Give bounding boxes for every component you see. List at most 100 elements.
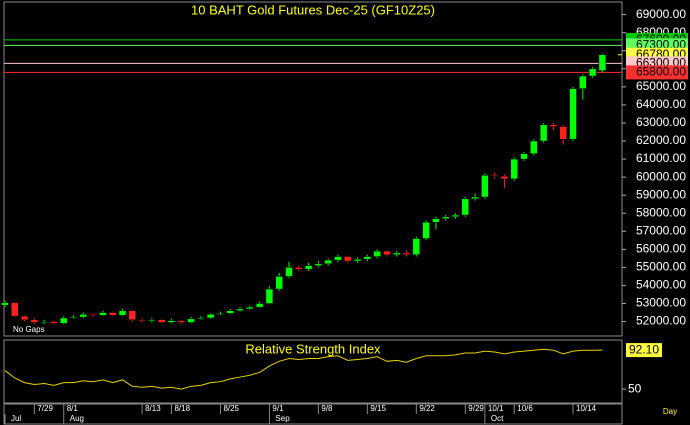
x-tick-label: 7/29 bbox=[37, 404, 53, 413]
candle-body bbox=[461, 198, 470, 216]
candle-body bbox=[510, 158, 519, 180]
x-tick-label: 9/8 bbox=[321, 404, 333, 413]
month-label: Jul bbox=[11, 414, 21, 423]
candle-body bbox=[530, 140, 538, 154]
candle-body bbox=[30, 319, 39, 323]
x-tick-label: 10/14 bbox=[576, 404, 597, 413]
price-panel bbox=[3, 1, 623, 337]
x-tick-label: 10/1 bbox=[488, 404, 504, 413]
candle-body bbox=[89, 314, 97, 316]
candle-body bbox=[197, 317, 205, 320]
candle-body bbox=[344, 256, 352, 262]
candle-body bbox=[187, 318, 195, 323]
y-tick-label: 55000.00 bbox=[636, 260, 686, 274]
candle-body bbox=[412, 238, 421, 256]
candle-body bbox=[206, 314, 215, 319]
y-tick-label: 57000.00 bbox=[636, 223, 686, 237]
candle-body bbox=[324, 259, 332, 265]
candle-body bbox=[500, 175, 509, 180]
candle-body bbox=[363, 256, 372, 260]
candle-body bbox=[569, 88, 577, 140]
candle-body bbox=[59, 317, 68, 324]
candle-body bbox=[304, 265, 313, 270]
candle-body bbox=[579, 75, 587, 89]
candle-body bbox=[216, 313, 225, 315]
candle-body bbox=[490, 175, 499, 177]
candle-body bbox=[559, 126, 567, 140]
x-axis-strip bbox=[3, 403, 623, 425]
candle-body bbox=[451, 214, 460, 218]
candle-body bbox=[40, 321, 48, 323]
annotation: No Gaps bbox=[13, 325, 45, 334]
x-tick-label: 9/1 bbox=[272, 404, 284, 413]
x-tick-label: 9/22 bbox=[419, 404, 435, 413]
value-label-box bbox=[626, 343, 662, 358]
x-tick-label: 8/1 bbox=[67, 404, 79, 413]
y-tick-label: 60000.00 bbox=[636, 169, 686, 183]
candle-body bbox=[275, 276, 283, 290]
candle-body bbox=[441, 216, 450, 219]
x-tick-label: 9/15 bbox=[370, 404, 386, 413]
candle-body bbox=[392, 252, 401, 256]
candle-body bbox=[226, 310, 234, 314]
x-tick-label: 10/6 bbox=[517, 404, 533, 413]
chart-title: 10 BAHT Gold Futures Dec-25 (GF10Z25) bbox=[191, 2, 435, 17]
candle-body bbox=[236, 308, 244, 311]
candle-body bbox=[402, 252, 411, 256]
candle-body bbox=[50, 321, 58, 324]
candle-body bbox=[432, 218, 440, 223]
candle-body bbox=[157, 319, 166, 323]
candle-body bbox=[383, 250, 391, 256]
candle-body bbox=[148, 319, 156, 322]
candle-body bbox=[422, 222, 430, 239]
candle-body bbox=[11, 302, 19, 317]
y-tick-label: 50 bbox=[628, 381, 642, 395]
price-label: 65800.00 bbox=[636, 65, 686, 79]
candle-body bbox=[295, 267, 303, 270]
month-label: Oct bbox=[491, 414, 504, 423]
candle-body bbox=[285, 267, 293, 277]
candle-body bbox=[20, 315, 29, 321]
x-tick-label: 9/29 bbox=[468, 404, 484, 413]
y-tick-label: 64000.00 bbox=[636, 97, 686, 111]
candle-body bbox=[255, 303, 264, 308]
candle-body bbox=[471, 196, 479, 200]
candle-body bbox=[167, 320, 176, 323]
y-tick-label: 63000.00 bbox=[636, 115, 686, 129]
candle-body bbox=[588, 68, 597, 77]
y-tick-label: 61000.00 bbox=[636, 151, 686, 165]
y-tick-label: 59000.00 bbox=[636, 187, 686, 201]
y-tick-label: 62000.00 bbox=[636, 133, 686, 147]
candle-body bbox=[373, 250, 381, 257]
y-tick-label: 58000.00 bbox=[636, 205, 686, 219]
rsi-line bbox=[4, 348, 603, 390]
candle-body bbox=[314, 263, 323, 266]
candle-body bbox=[539, 124, 548, 142]
candle-body bbox=[481, 175, 489, 198]
y-tick-label: 56000.00 bbox=[636, 242, 686, 256]
y-tick-label: 52000.00 bbox=[636, 314, 686, 328]
candle-body bbox=[138, 319, 146, 322]
y-tick-label: 53000.00 bbox=[636, 296, 686, 310]
candle-body bbox=[265, 288, 274, 304]
candle-body bbox=[520, 153, 528, 160]
candle-body bbox=[69, 316, 78, 319]
price-label-box bbox=[626, 65, 688, 80]
rsi-panel bbox=[3, 339, 623, 404]
candle-body bbox=[99, 312, 107, 316]
candle-body bbox=[128, 310, 137, 321]
x-unit: Day bbox=[663, 407, 677, 416]
month-label: Sep bbox=[275, 414, 290, 423]
month-label: Aug bbox=[70, 414, 84, 423]
candle-body bbox=[334, 256, 342, 261]
y-tick-label: 69000.00 bbox=[636, 7, 686, 21]
x-tick-label: 8/25 bbox=[223, 404, 239, 413]
x-tick-label: 8/18 bbox=[174, 404, 190, 413]
value-label: 92.10 bbox=[629, 342, 659, 356]
y-tick-label: 54000.00 bbox=[636, 278, 686, 292]
x-tick-label: 8/13 bbox=[145, 404, 161, 413]
candle-body bbox=[353, 259, 362, 262]
candle-body bbox=[108, 312, 117, 316]
candle-body bbox=[598, 54, 607, 71]
